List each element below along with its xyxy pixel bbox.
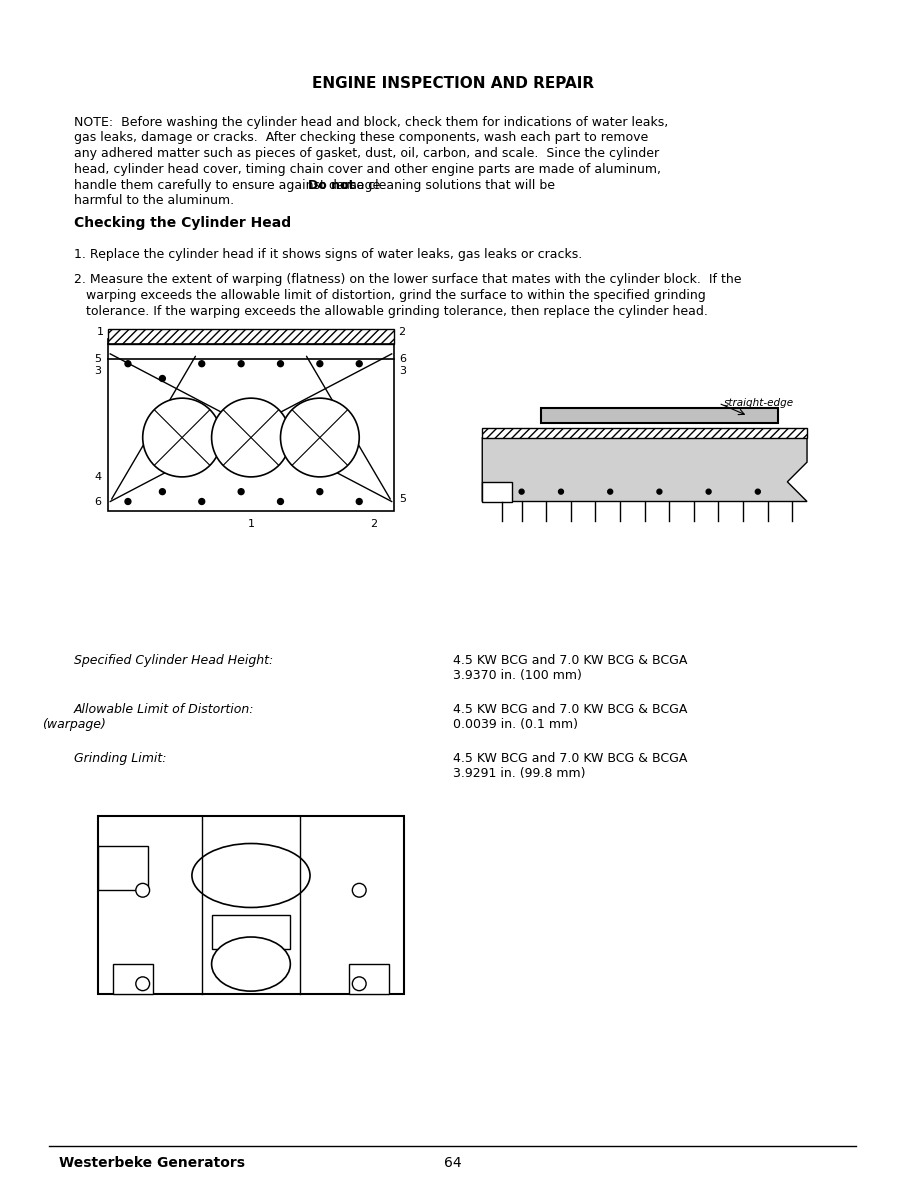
Polygon shape xyxy=(482,427,806,438)
Circle shape xyxy=(238,489,244,495)
Text: 0.0039 in. (0.1 mm): 0.0039 in. (0.1 mm) xyxy=(452,718,577,731)
Text: 3: 3 xyxy=(399,365,406,376)
Text: 1: 1 xyxy=(96,327,103,337)
Circle shape xyxy=(607,489,612,494)
Circle shape xyxy=(656,489,661,494)
Text: Allowable Limit of Distortion:: Allowable Limit of Distortion: xyxy=(74,703,254,716)
Text: Westerbeke Generators: Westerbeke Generators xyxy=(59,1155,244,1170)
Text: 3: 3 xyxy=(95,365,101,376)
Text: 2: 2 xyxy=(370,519,377,530)
Bar xyxy=(349,964,389,994)
Text: ENGINE INSPECTION AND REPAIR: ENGINE INSPECTION AND REPAIR xyxy=(312,76,593,92)
Text: warping exceeds the allowable limit of distortion, grind the surface to within t: warping exceeds the allowable limit of d… xyxy=(74,289,705,302)
Circle shape xyxy=(280,399,358,477)
Text: use cleaning solutions that will be: use cleaning solutions that will be xyxy=(338,178,555,192)
Circle shape xyxy=(518,489,524,494)
Circle shape xyxy=(754,489,759,494)
Text: Grinding Limit:: Grinding Limit: xyxy=(74,752,166,765)
Text: 3.9291 in. (99.8 mm): 3.9291 in. (99.8 mm) xyxy=(452,768,584,781)
Bar xyxy=(482,482,511,501)
Circle shape xyxy=(136,977,150,990)
Text: (warpage): (warpage) xyxy=(42,718,106,731)
Circle shape xyxy=(238,361,244,367)
Circle shape xyxy=(125,361,130,367)
Ellipse shape xyxy=(211,937,290,991)
Circle shape xyxy=(706,489,710,494)
Text: handle them carefully to ensure against damage.: handle them carefully to ensure against … xyxy=(74,178,391,192)
Text: harmful to the aluminum.: harmful to the aluminum. xyxy=(74,194,233,207)
Bar xyxy=(108,339,393,512)
Circle shape xyxy=(199,499,205,505)
Circle shape xyxy=(352,883,366,897)
Bar xyxy=(108,330,393,344)
Bar xyxy=(98,816,403,994)
Circle shape xyxy=(356,361,362,367)
Text: 4.5 KW BCG and 7.0 KW BCG & BCGA: 4.5 KW BCG and 7.0 KW BCG & BCGA xyxy=(452,654,686,668)
Text: any adhered matter such as pieces of gasket, dust, oil, carbon, and scale.  Sinc: any adhered matter such as pieces of gas… xyxy=(74,148,658,161)
Bar xyxy=(211,915,290,950)
Text: head, cylinder head cover, timing chain cover and other engine parts are made of: head, cylinder head cover, timing chain … xyxy=(74,163,660,176)
Circle shape xyxy=(558,489,562,494)
Circle shape xyxy=(211,399,290,477)
Circle shape xyxy=(125,499,130,505)
Text: NOTE:  Before washing the cylinder head and block, check them for indications of: NOTE: Before washing the cylinder head a… xyxy=(74,115,667,129)
Text: 4.5 KW BCG and 7.0 KW BCG & BCGA: 4.5 KW BCG and 7.0 KW BCG & BCGA xyxy=(452,703,686,716)
Text: Do not: Do not xyxy=(307,178,354,192)
Text: straight-edge: straight-edge xyxy=(722,399,793,408)
Text: 4.5 KW BCG and 7.0 KW BCG & BCGA: 4.5 KW BCG and 7.0 KW BCG & BCGA xyxy=(452,752,686,765)
Circle shape xyxy=(278,499,283,505)
Circle shape xyxy=(316,361,323,367)
Text: 1: 1 xyxy=(247,519,255,530)
Text: 2: 2 xyxy=(398,327,405,337)
Circle shape xyxy=(136,883,150,897)
Circle shape xyxy=(316,489,323,495)
Text: tolerance. If the warping exceeds the allowable grinding tolerance, then replace: tolerance. If the warping exceeds the al… xyxy=(74,305,707,318)
Text: gas leaks, damage or cracks.  After checking these components, wash each part to: gas leaks, damage or cracks. After check… xyxy=(74,131,647,144)
Text: 1. Replace the cylinder head if it shows signs of water leaks, gas leaks or crac: 1. Replace the cylinder head if it shows… xyxy=(74,248,582,261)
Text: 64: 64 xyxy=(444,1155,461,1170)
Circle shape xyxy=(356,499,362,505)
Circle shape xyxy=(159,489,165,495)
Bar xyxy=(113,964,153,994)
Text: 5: 5 xyxy=(399,494,406,503)
Polygon shape xyxy=(482,438,806,501)
Circle shape xyxy=(352,977,366,990)
Circle shape xyxy=(142,399,221,477)
Circle shape xyxy=(159,376,165,382)
Text: Checking the Cylinder Head: Checking the Cylinder Head xyxy=(74,217,290,230)
Text: 3.9370 in. (100 mm): 3.9370 in. (100 mm) xyxy=(452,669,581,682)
Text: 6: 6 xyxy=(95,496,101,507)
Polygon shape xyxy=(540,408,777,422)
Text: Specified Cylinder Head Height:: Specified Cylinder Head Height: xyxy=(74,654,273,668)
Bar xyxy=(98,846,147,890)
Text: 2. Measure the extent of warping (flatness) on the lower surface that mates with: 2. Measure the extent of warping (flatne… xyxy=(74,274,741,286)
Circle shape xyxy=(199,361,205,367)
Text: 6: 6 xyxy=(399,353,406,364)
Text: 5: 5 xyxy=(95,353,101,364)
Circle shape xyxy=(278,361,283,367)
Ellipse shape xyxy=(192,844,310,908)
Text: 4: 4 xyxy=(94,472,101,482)
